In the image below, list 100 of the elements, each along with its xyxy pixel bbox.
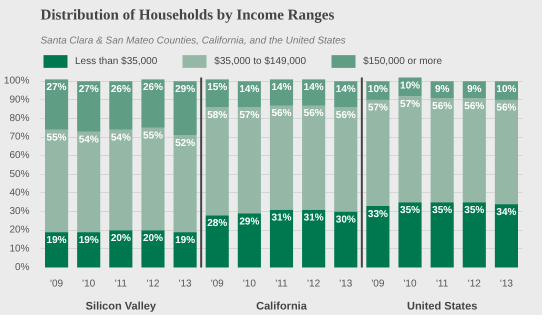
data-label: 26% [110,84,131,96]
data-label: 57% [239,110,260,122]
data-label: 15% [207,82,228,94]
data-label: 29% [175,84,196,96]
data-label: 14% [271,82,292,94]
y-tick-label: 40% [9,187,30,198]
x-tick-label: '12 [146,278,160,290]
x-tick-label: '10 [82,278,96,290]
data-label: 56% [336,110,356,122]
text: Silicon Valley [86,300,157,312]
data-label: 56% [304,108,324,120]
bar [462,202,486,268]
bar [302,105,326,210]
data-label: 10% [368,84,388,96]
x-tick-label: '10 [242,278,256,290]
data-label: 56% [271,108,292,120]
data-label: 28% [207,218,228,230]
y-tick-label: 50% [9,168,30,180]
bar [238,107,261,214]
bar [494,100,518,204]
bar [206,107,229,216]
legend-label: Less than $35,000 [75,56,158,66]
bar [334,107,358,212]
x-tick-label: '13 [339,278,353,290]
x-tick-label: '12 [307,278,321,290]
data-label: 54% [78,134,99,146]
data-label: 56% [496,102,517,114]
data-label: 33% [368,208,388,220]
x-tick-label: '09 [50,278,64,290]
data-label: 55% [142,130,164,142]
bar [430,98,454,202]
chart-subtitle: Santa Clara & San Mateo Counties, California, and the United States [40,36,346,46]
bar [494,204,518,268]
data-label: 52% [175,138,196,150]
y-tick-label: 20% [9,224,30,236]
y-tick-label: 30% [9,206,30,218]
x-tick-label: '13 [178,278,192,290]
bar [270,210,294,268]
x-tick-label: '11 [275,278,288,290]
bar [334,212,358,268]
x-tick-label: '13 [500,278,514,290]
legend-label: $35,000 to $149,000 [214,56,306,66]
data-label: 35% [464,205,484,216]
y-tick-label: 70% [9,132,30,143]
y-tick-label: 100% [4,76,30,87]
bar [334,81,358,108]
chart-title: Distribution of Households by Income Ranges [40,8,334,24]
x-tick-label: '09 [371,278,385,290]
data-label: 14% [239,84,260,96]
bar [109,130,132,230]
data-label: 35% [432,205,452,216]
legend-label: $150,000 or more [363,56,442,66]
bar [270,105,294,210]
data-label: 19% [175,234,196,246]
data-label: 57% [368,102,388,114]
y-tick-label: 0% [15,262,30,273]
data-label: 30% [336,214,356,226]
bar [77,132,100,232]
bar [366,100,390,206]
bar [430,202,454,268]
data-label: 54% [110,132,131,144]
data-label: 34% [496,206,517,218]
x-tick-label: '10 [404,278,417,290]
bar [206,215,229,268]
y-tick-label: 60% [9,150,30,162]
data-label: 35% [400,205,420,216]
bar [398,96,422,202]
y-tick-label: 10% [9,243,30,254]
bar [366,206,390,268]
data-label: 57% [400,98,420,110]
x-tick-label: '09 [210,278,224,290]
bar [174,81,197,136]
x-tick-label: '11 [436,278,449,290]
bar [109,81,132,130]
text: United States [407,300,478,312]
data-label: 14% [336,84,356,96]
bar [45,79,68,130]
bar [45,130,68,232]
data-label: 31% [304,212,324,224]
data-label: 26% [142,82,164,94]
bar [77,81,100,132]
bar [398,202,422,268]
data-label: 31% [271,212,292,224]
data-label: 56% [432,100,452,112]
data-label: 29% [239,216,260,228]
bar [77,232,100,268]
data-label: 10% [496,84,517,96]
data-label: 9% [434,84,450,96]
bar [238,213,261,268]
bar [302,210,326,268]
y-tick-label: 80% [9,112,30,124]
bar [462,98,486,202]
x-tick-label: '11 [114,278,128,290]
data-label: 27% [78,84,99,96]
bar [141,128,165,230]
text: California [256,300,308,312]
data-label: 9% [467,84,482,96]
x-tick-label: '12 [468,278,482,290]
data-label: 19% [78,234,99,246]
y-tick-label: 90% [9,94,30,106]
